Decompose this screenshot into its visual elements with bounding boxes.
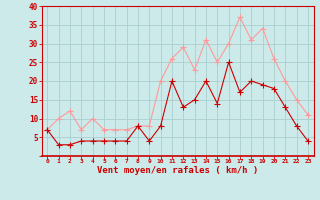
X-axis label: Vent moyen/en rafales ( km/h ): Vent moyen/en rafales ( km/h ) [97, 166, 258, 175]
